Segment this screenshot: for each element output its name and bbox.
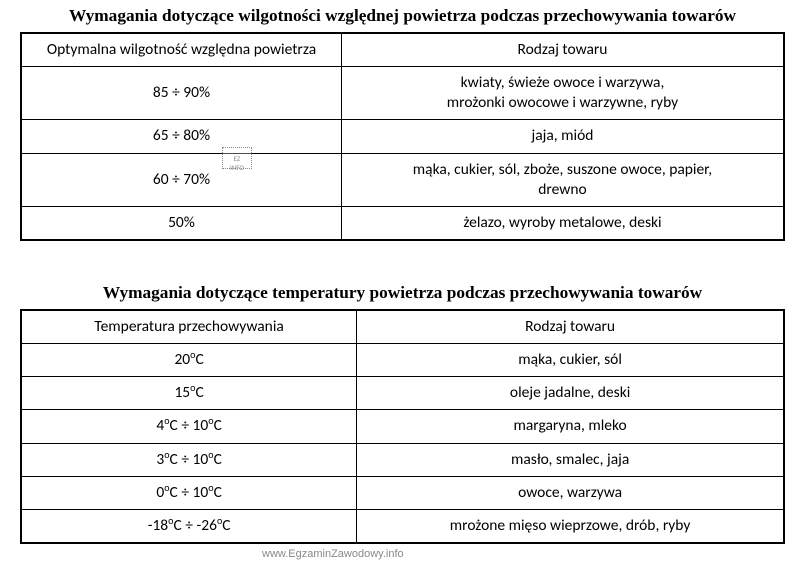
humidity-cell-left: 85 ÷ 90%: [21, 67, 341, 120]
temperature-cell-left: 4oC ÷ 10oC: [21, 410, 357, 443]
temperature-cell-left: 0oC ÷ 10oC: [21, 476, 357, 509]
table-row: 65 ÷ 80% jaja, miód: [21, 120, 784, 153]
temperature-cell-right: mąka, cukier, sól: [357, 344, 784, 377]
humidity-cell-right: żelazo, wyroby metalowe, deski: [341, 206, 784, 240]
temperature-cell-right: margaryna, mleko: [357, 410, 784, 443]
humidity-cell-right: mąka, cukier, sól, zboże, suszone owoce,…: [341, 153, 784, 206]
humidity-cell-left: 50%: [21, 206, 341, 240]
temperature-cell-left: 20oC: [21, 344, 357, 377]
table-row: 60 ÷ 70% mąka, cukier, sól, zboże, suszo…: [21, 153, 784, 206]
table-header-row: Optymalna wilgotność względna powietrza …: [21, 33, 784, 67]
table-row: 3oC ÷ 10oC masło, smalec, jaja: [21, 443, 784, 476]
humidity-header-left: Optymalna wilgotność względna powietrza: [21, 33, 341, 67]
humidity-cell-right: kwiaty, świeże owoce i warzywa,mrożonki …: [341, 67, 784, 120]
humidity-header-right: Rodzaj towaru: [341, 33, 784, 67]
temperature-cell-left: 3oC ÷ 10oC: [21, 443, 357, 476]
temperature-cell-right: masło, smalec, jaja: [357, 443, 784, 476]
temperature-cell-left: -18oC ÷ -26oC: [21, 509, 357, 543]
temperature-cell-right: owoce, warzywa: [357, 476, 784, 509]
watermark-stamp-icon: EZINFO: [222, 147, 252, 169]
table-row: 15oC oleje jadalne, deski: [21, 377, 784, 410]
table-row: 50% żelazo, wyroby metalowe, deski: [21, 206, 784, 240]
table-row: -18oC ÷ -26oC mrożone mięso wieprzowe, d…: [21, 509, 784, 543]
table-header-row: Temperatura przechowywania Rodzaj towaru: [21, 310, 784, 344]
table-row: 4oC ÷ 10oC margaryna, mleko: [21, 410, 784, 443]
temperature-table-title: Wymagania dotyczące temperatury powietrz…: [20, 283, 785, 303]
section-spacer: [20, 241, 785, 283]
humidity-cell-right: jaja, miód: [341, 120, 784, 153]
humidity-cell-left: 65 ÷ 80%: [21, 120, 341, 153]
temperature-header-right: Rodzaj towaru: [357, 310, 784, 344]
table-row: 20oC mąka, cukier, sól: [21, 344, 784, 377]
watermark-footer-text: www.EgzaminZawodowy.info: [262, 548, 404, 560]
temperature-header-left: Temperatura przechowywania: [21, 310, 357, 344]
temperature-cell-left: 15oC: [21, 377, 357, 410]
temperature-cell-right: oleje jadalne, deski: [357, 377, 784, 410]
humidity-table: Optymalna wilgotność względna powietrza …: [20, 32, 785, 241]
humidity-table-title: Wymagania dotyczące wilgotności względne…: [20, 6, 785, 26]
temperature-table: Temperatura przechowywania Rodzaj towaru…: [20, 309, 785, 544]
humidity-cell-left: 60 ÷ 70%: [21, 153, 341, 206]
temperature-cell-right: mrożone mięso wieprzowe, drób, ryby: [357, 509, 784, 543]
table-row: 85 ÷ 90% kwiaty, świeże owoce i warzywa,…: [21, 67, 784, 120]
table-row: 0oC ÷ 10oC owoce, warzywa: [21, 476, 784, 509]
page-container: Wymagania dotyczące wilgotności względne…: [0, 0, 805, 552]
